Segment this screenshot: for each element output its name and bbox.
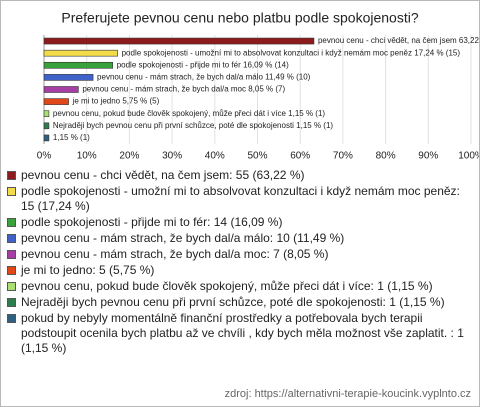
legend-label: Nejraději bych pevnou cenu při první sch… <box>21 295 445 309</box>
bar-label: podle spokojenosti - přijde mi to fér 16… <box>117 60 289 69</box>
legend-item: podle spokojenosti - umožní mi to absolv… <box>7 184 473 214</box>
x-tick-label: 60% <box>290 151 310 162</box>
bar <box>43 74 94 81</box>
bar-label: Nejraději bych pevnou cenu při první sch… <box>53 121 333 130</box>
legend-swatch <box>7 314 16 323</box>
chart: Preferujete pevnou cenu nebo platbu podl… <box>37 10 479 162</box>
legend-label: podle spokojenosti - přijde mi to fér: 1… <box>21 215 283 229</box>
bar-label: podle spokojenosti - umožní mi to absolv… <box>122 48 461 57</box>
legend-label: pevnou cenu, pokud bude člověk spokojený… <box>21 279 433 293</box>
legend: pevnou cenu - chci vědět, na čem jsem: 5… <box>7 168 473 357</box>
legend-item: pevnou cenu - chci vědět, na čem jsem: 5… <box>7 168 473 183</box>
bar-label: pevnou cenu, pokud bude člověk spokojený… <box>53 109 325 118</box>
legend-label: pevnou cenu - chci vědět, na čem jsem: 5… <box>21 168 305 182</box>
legend-swatch <box>7 218 16 227</box>
bar-label: pevnou cenu - mám strach, že bych dal/a … <box>97 72 311 81</box>
legend-label: pokud by nebyly momentálně finanční pros… <box>21 311 464 355</box>
legend-item: Nejraději bych pevnou cenu při první sch… <box>7 295 473 310</box>
x-tick-label: 30% <box>162 151 182 162</box>
legend-item: pevnou cenu - mám strach, že bych dal/a … <box>7 231 473 246</box>
bar <box>43 98 69 105</box>
legend-item: pokud by nebyly momentálně finanční pros… <box>7 311 473 356</box>
legend-swatch <box>7 187 16 196</box>
legend-label: pevnou cenu - mám strach, že bych dal/a … <box>21 247 329 261</box>
x-tick-label: 20% <box>119 151 139 162</box>
bar <box>43 49 118 57</box>
legend-swatch <box>7 234 16 243</box>
legend-swatch <box>7 266 16 275</box>
x-tick-label: 80% <box>376 151 396 162</box>
legend-swatch <box>7 250 16 259</box>
chart-title: Preferujete pevnou cenu nebo platbu podl… <box>61 10 418 26</box>
x-tick-label: 70% <box>333 151 353 162</box>
legend-item: pevnou cenu, pokud bude člověk spokojený… <box>7 279 473 294</box>
bar <box>43 122 50 130</box>
legend-item: je mi to jedno: 5 (5,75 %) <box>7 263 473 278</box>
legend-swatch <box>7 282 16 291</box>
legend-label: podle spokojenosti - umožní mi to absolv… <box>21 184 460 213</box>
bar <box>43 134 50 142</box>
bar <box>43 61 114 69</box>
legend-label: je mi to jedno: 5 (5,75 %) <box>21 263 155 277</box>
x-tick-label: 100% <box>458 151 479 162</box>
legend-swatch <box>7 298 16 307</box>
bar-label: pevnou cenu - mám strach, že bych dal/a … <box>82 85 285 94</box>
legend-label: pevnou cenu - mám strach, že bych dal/a … <box>21 231 345 245</box>
x-tick-label: 40% <box>205 151 225 162</box>
bar <box>43 86 79 93</box>
bar-label: je mi to jedno 5,75 % (5) <box>72 97 160 106</box>
legend-item: pevnou cenu - mám strach, že bych dal/a … <box>7 247 473 262</box>
bar <box>43 37 315 45</box>
bar-label: pevnou cenu - chci vědět, na čem jsem 63… <box>318 36 479 45</box>
x-tick-label: 50% <box>247 151 267 162</box>
legend-item: podle spokojenosti - přijde mi to fér: 1… <box>7 215 473 230</box>
bar <box>43 110 50 118</box>
x-tick-label: 90% <box>418 151 438 162</box>
bar-label: 1,15 % (1) <box>53 133 90 142</box>
legend-swatch <box>7 171 16 180</box>
x-tick-label: 10% <box>77 151 97 162</box>
source: zdroj: https://alternativni-terapie-kouc… <box>224 388 471 400</box>
x-tick-label: 0% <box>37 151 52 162</box>
